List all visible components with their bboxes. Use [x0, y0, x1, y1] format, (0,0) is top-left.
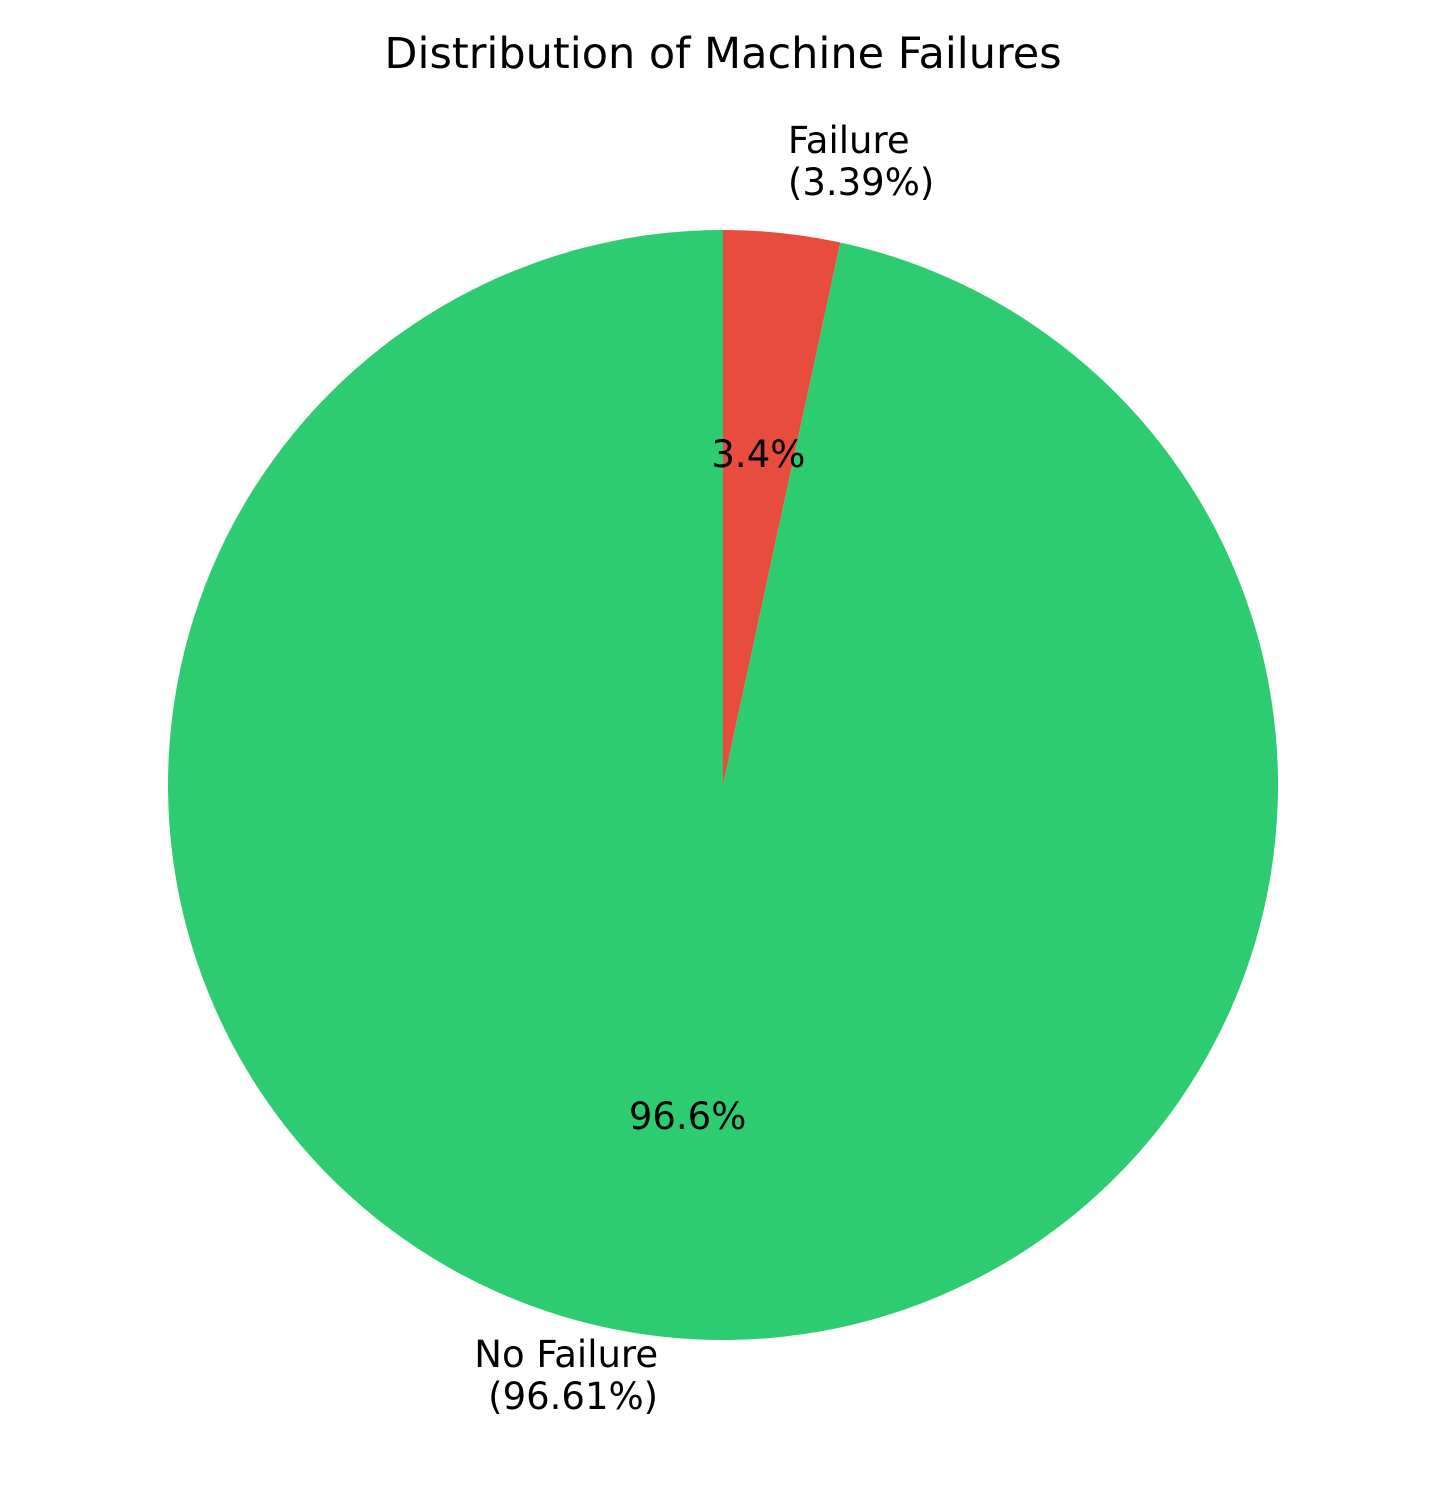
slice-label: No Failure (96.61%): [474, 1333, 658, 1418]
slice-percent-label: 96.6%: [629, 1095, 747, 1138]
chart-title: Distribution of Machine Failures: [384, 29, 1061, 79]
pie-slice-failure: [723, 230, 841, 785]
pie-slices: [167, 230, 1278, 1340]
slice-percent-label: 3.4%: [711, 433, 805, 476]
pie-labels: Failure (3.39%) 3.4% No Failure (96.61%) 96.6…: [474, 119, 934, 1418]
slice-label: Failure (3.39%): [788, 119, 934, 204]
pie-slice-no-failure: [167, 230, 1278, 1340]
